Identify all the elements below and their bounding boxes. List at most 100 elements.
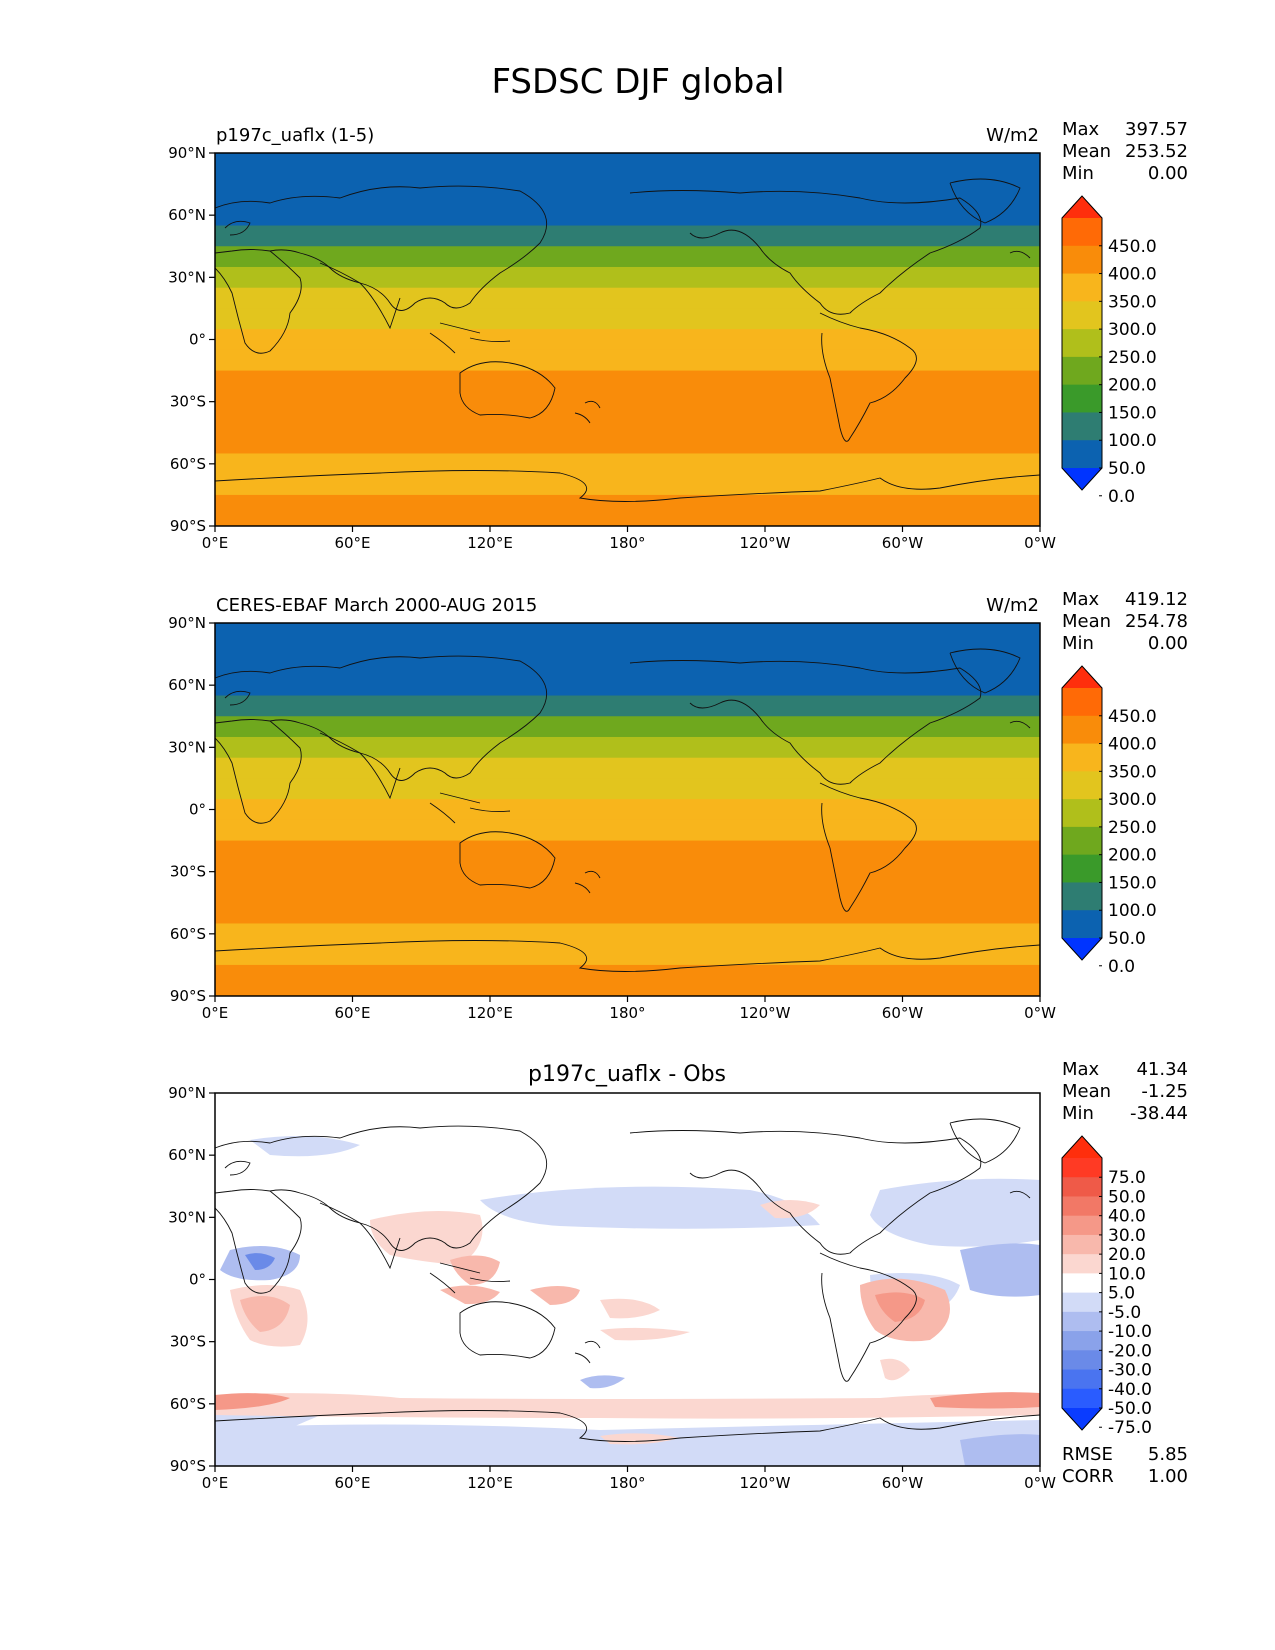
colorbar-label: 10.0 [1108,1264,1146,1284]
panel-diff: p197c_uaflx - Obs 90°N 60°N 30°N 0° 30°S 60°S… [168,1059,1188,1492]
field-band [215,778,1040,800]
lon-tick-label: 120°E [467,1004,513,1022]
coastline [819,312,917,442]
field-band [215,308,1040,330]
colorbar-label: -30.0 [1108,1361,1152,1381]
colorbar-label: 40.0 [1108,1207,1146,1227]
coastlines-diff [215,1118,1040,1442]
colorbar-segment [1062,799,1102,828]
coastlines-model [215,178,1040,502]
coastline [574,400,601,424]
coastline [574,870,601,894]
field-band [215,964,1040,987]
stat-mean-label: Mean [1062,141,1111,162]
colorbar-label: 50.0 [1108,929,1146,949]
colorbar-label: 0.0 [1108,487,1135,507]
stat-rmse-value: 5.85 [1148,1444,1188,1465]
field-band [215,861,1040,883]
colorbar-segment [1062,1158,1102,1178]
colorbar-label: 200.0 [1108,846,1157,866]
colorbar-label: 100.0 [1108,431,1157,451]
colorbar-obs: 450.0 400.0 350.0 300.0 250.0 200.0 150.0 100.0… [1061,665,1157,977]
lat-tick-label: 0° [189,1271,206,1289]
lat-tick-label: 60°N [168,676,206,694]
figure-title: FSDSC DJF global [491,62,784,102]
lon-axis-model: 0°E 60°E 120°E 180° 120°W 60°W 0°W [202,526,1056,552]
lat-tick-label: 60°N [168,1146,206,1164]
coastline [459,361,556,419]
colorbar-label: 400.0 [1108,265,1157,285]
stat-max-value: 419.12 [1125,589,1188,610]
colorbar-label: 250.0 [1108,818,1157,838]
colorbar-segment [1062,688,1102,717]
field-band [215,391,1040,413]
field-band [215,370,1040,392]
field-band [215,184,1040,206]
lon-tick-label: 60°E [334,1004,370,1022]
field-band [215,716,1040,738]
colorbar-segment [1062,412,1102,441]
field-band [215,515,1040,526]
field-band [215,944,1040,966]
lat-tick-label: 30°N [168,1208,206,1226]
coastline [224,1160,1031,1199]
colorbar-segment [1062,1273,1102,1294]
field-band [215,412,1040,434]
colorbar-segment [1062,1215,1102,1236]
colorbar-segment [1062,1369,1102,1390]
colorbar-segment [1062,854,1102,883]
field-band [215,623,1040,634]
stat-min-label: Min [1062,163,1094,184]
field-band [215,432,1040,455]
field-band [215,349,1040,372]
lon-tick-label: 0°E [202,1004,229,1022]
map-field-obs [215,623,1040,996]
lon-tick-label: 60°E [334,1474,370,1492]
coastline [949,648,1021,694]
stat-mean-value: 254.78 [1125,611,1188,632]
colorbar-label: 200.0 [1108,376,1157,396]
coastline [459,831,556,889]
colorbar-segment [1062,1177,1102,1197]
coastline [319,1202,401,1270]
colorbar-segment [1062,910,1102,939]
field-band [215,923,1040,945]
colorbar-segment [1062,826,1102,856]
field-band [215,287,1040,310]
lat-tick-label: 90°S [170,517,206,535]
lon-tick-label: 120°E [467,534,513,552]
colorbar-segment [1062,384,1102,413]
stat-mean-value: 253.52 [1125,141,1188,162]
coastline [224,220,1031,259]
field-band [215,163,1040,185]
field-band [215,695,1040,717]
field-band [215,799,1040,821]
stat-min-value: 0.00 [1148,633,1188,654]
colorbar-extend-bottom [1062,938,1102,960]
colorbar-label: 350.0 [1108,762,1157,782]
stat-corr-label: CORR [1062,1466,1114,1487]
lon-tick-label: 120°W [740,1474,791,1492]
stat-max-value: 397.57 [1125,119,1188,140]
lat-tick-label: 90°N [168,144,206,162]
coastline [215,470,1040,502]
lat-axis-model: 90°N 60°N 30°N 0° 30°S 60°S 90°S [168,144,215,535]
colorbar-label: 400.0 [1108,735,1157,755]
panel-obs-left-title: CERES-EBAF March 2000-AUG 2015 [216,595,537,616]
coastline [629,660,982,785]
lat-tick-label: 0° [189,331,206,349]
colorbar-extend-top [1062,196,1102,218]
lat-tick-label: 90°S [170,1457,206,1475]
lon-tick-label: 60°W [882,534,924,552]
coastline [629,190,982,315]
coastline [215,1125,548,1251]
lat-tick-label: 30°S [170,1333,206,1351]
lat-tick-label: 90°N [168,1084,206,1102]
coastlines-obs [215,648,1040,972]
stat-min-label: Min [1062,633,1094,654]
field-band [215,654,1040,676]
coastline [429,1262,511,1294]
field-band [215,882,1040,904]
coastline [629,1130,982,1255]
